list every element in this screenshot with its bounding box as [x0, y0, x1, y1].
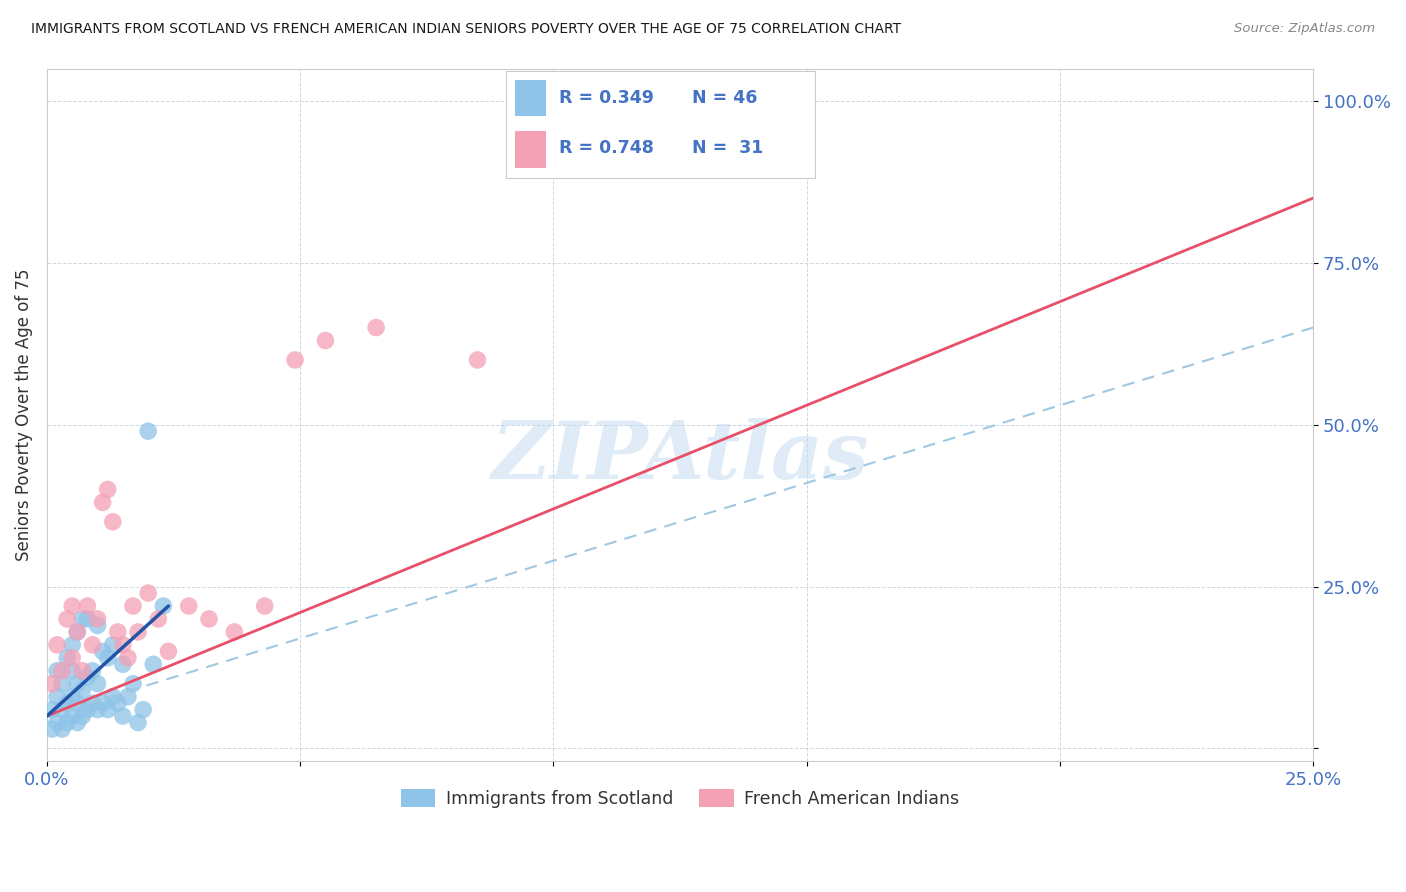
- Point: [136, 424, 159, 438]
- Point: [86, 676, 108, 690]
- Point: [66, 696, 89, 710]
- Point: [101, 515, 124, 529]
- Point: [60, 638, 83, 652]
- Point: [72, 683, 94, 698]
- Point: [46, 715, 69, 730]
- Text: R = 0.349: R = 0.349: [558, 89, 654, 107]
- Point: [41, 703, 63, 717]
- Point: [60, 709, 83, 723]
- Point: [60, 664, 83, 678]
- Point: [253, 599, 276, 613]
- Point: [111, 657, 134, 672]
- Point: [46, 690, 69, 704]
- Point: [86, 703, 108, 717]
- Point: [56, 696, 79, 710]
- Point: [127, 624, 149, 639]
- Point: [467, 353, 489, 368]
- Point: [76, 703, 98, 717]
- Point: [97, 650, 120, 665]
- Text: ZIPAtlas: ZIPAtlas: [491, 417, 869, 495]
- Point: [122, 676, 145, 690]
- Point: [51, 722, 73, 736]
- Point: [91, 696, 114, 710]
- Point: [72, 664, 94, 678]
- Point: [46, 664, 69, 678]
- Text: R = 0.748: R = 0.748: [558, 139, 654, 157]
- Point: [122, 599, 145, 613]
- Text: Source: ZipAtlas.com: Source: ZipAtlas.com: [1234, 22, 1375, 36]
- Point: [41, 676, 63, 690]
- Bar: [516, 80, 547, 116]
- Point: [101, 690, 124, 704]
- Point: [51, 664, 73, 678]
- Point: [66, 715, 89, 730]
- Text: N = 46: N = 46: [692, 89, 756, 107]
- Point: [543, 94, 565, 108]
- Point: [315, 334, 337, 348]
- Point: [76, 599, 98, 613]
- Point: [56, 612, 79, 626]
- Point: [82, 664, 104, 678]
- Point: [111, 709, 134, 723]
- Point: [284, 353, 307, 368]
- Point: [107, 624, 129, 639]
- Point: [117, 650, 139, 665]
- Point: [60, 650, 83, 665]
- Point: [101, 638, 124, 652]
- Point: [66, 676, 89, 690]
- Point: [51, 703, 73, 717]
- Point: [72, 612, 94, 626]
- Point: [91, 644, 114, 658]
- Bar: [516, 131, 547, 168]
- Point: [157, 644, 180, 658]
- Point: [132, 703, 155, 717]
- Point: [136, 586, 159, 600]
- Point: [76, 612, 98, 626]
- Point: [127, 715, 149, 730]
- Point: [111, 638, 134, 652]
- Point: [107, 696, 129, 710]
- Point: [82, 696, 104, 710]
- Point: [46, 638, 69, 652]
- Point: [51, 676, 73, 690]
- Point: [152, 599, 174, 613]
- Point: [97, 703, 120, 717]
- Point: [41, 722, 63, 736]
- Text: IMMIGRANTS FROM SCOTLAND VS FRENCH AMERICAN INDIAN SENIORS POVERTY OVER THE AGE : IMMIGRANTS FROM SCOTLAND VS FRENCH AMERI…: [31, 22, 901, 37]
- Point: [366, 320, 388, 334]
- Point: [117, 690, 139, 704]
- Point: [66, 624, 89, 639]
- Legend: Immigrants from Scotland, French American Indians: Immigrants from Scotland, French America…: [394, 782, 966, 815]
- Point: [148, 612, 170, 626]
- Point: [224, 624, 246, 639]
- Text: N =  31: N = 31: [692, 139, 763, 157]
- Point: [60, 599, 83, 613]
- Point: [56, 650, 79, 665]
- Point: [198, 612, 221, 626]
- Point: [66, 624, 89, 639]
- Point: [91, 495, 114, 509]
- Point: [177, 599, 200, 613]
- Y-axis label: Seniors Poverty Over the Age of 75: Seniors Poverty Over the Age of 75: [15, 268, 32, 561]
- Point: [142, 657, 165, 672]
- Point: [82, 638, 104, 652]
- Point: [60, 690, 83, 704]
- Point: [72, 709, 94, 723]
- Point: [76, 670, 98, 684]
- Point: [97, 483, 120, 497]
- Point: [86, 612, 108, 626]
- Point: [86, 618, 108, 632]
- Point: [56, 715, 79, 730]
